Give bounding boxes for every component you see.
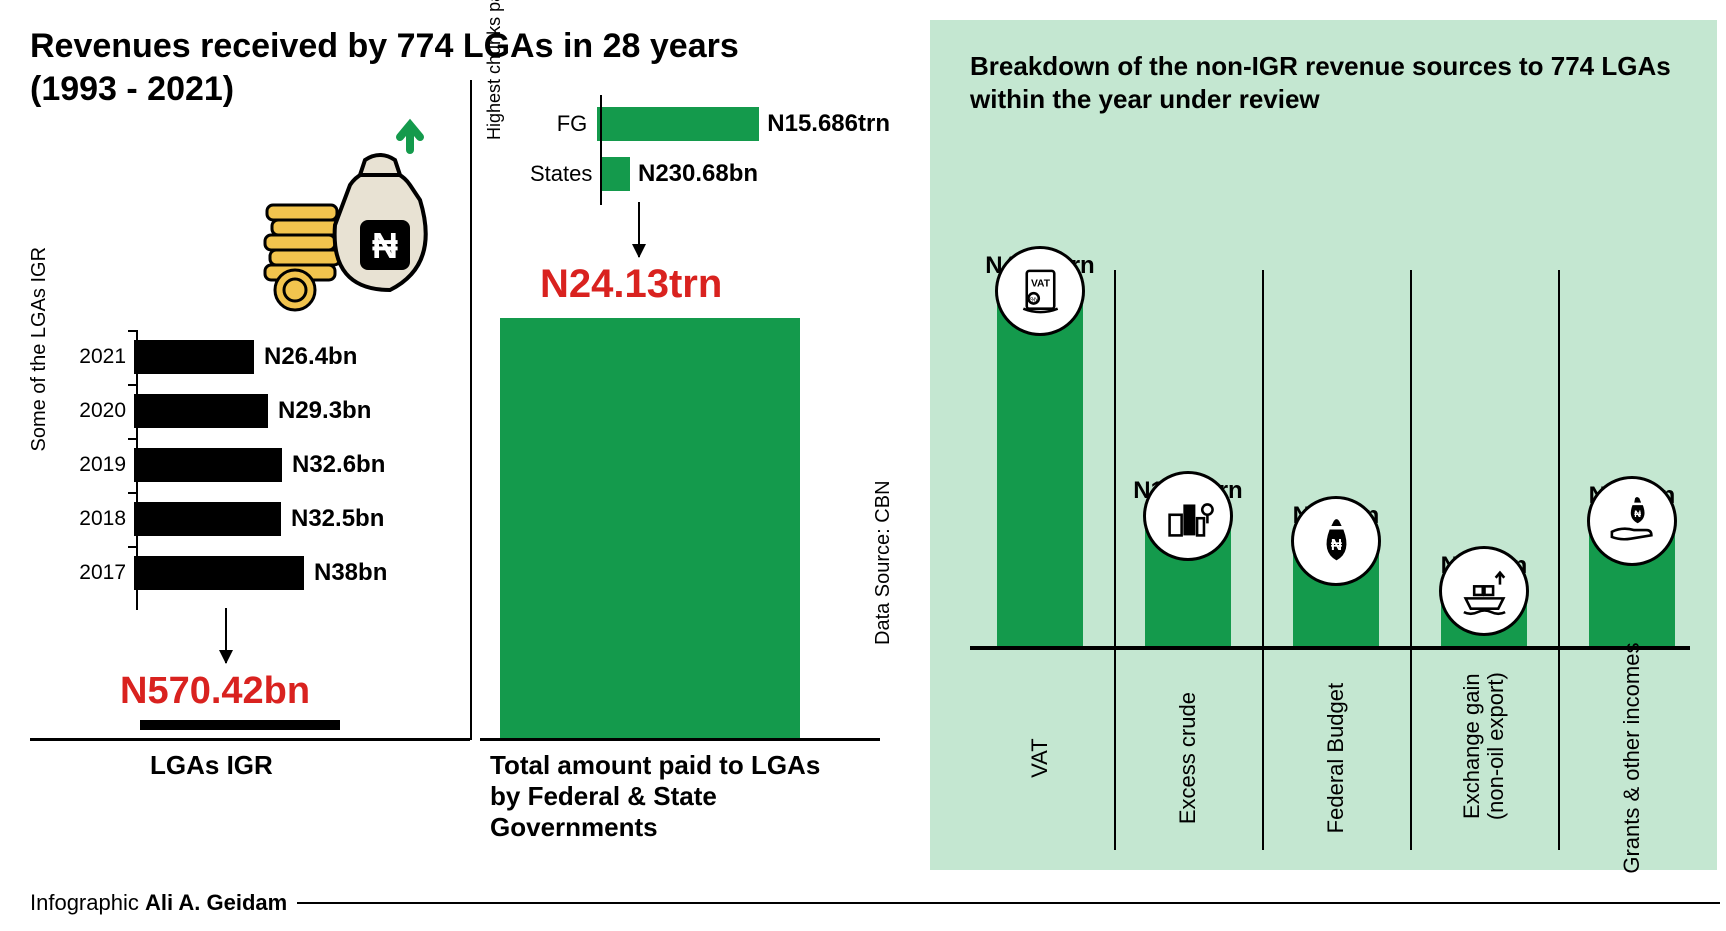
- igr-bar: [134, 502, 281, 536]
- igr-total: N570.42bn: [120, 670, 310, 713]
- money-bag-icon: ₦: [1291, 496, 1381, 586]
- igr-value: N26.4bn: [264, 343, 357, 371]
- credit-text: Infographic Ali A. Geidam: [30, 890, 287, 916]
- igr-value: N32.5bn: [291, 505, 384, 533]
- credit-line: [297, 902, 1720, 904]
- breakdown-panel: Breakdown of the non-IGR revenue sources…: [930, 20, 1717, 870]
- breakdown-title: Breakdown of the non-IGR revenue sources…: [970, 50, 1717, 115]
- arrow-down-icon: [225, 608, 227, 663]
- igr-thin-bar: [140, 720, 340, 730]
- breakdown-category: Grants & other incomes: [1620, 642, 1644, 873]
- vat-icon: VAT%: [995, 246, 1085, 336]
- igr-row: 2020 N29.3bn: [70, 384, 387, 438]
- igr-year: 2018: [70, 507, 132, 531]
- svg-text:₦: ₦: [372, 225, 398, 266]
- igr-bar: [134, 556, 304, 590]
- igr-bar: [134, 448, 282, 482]
- igr-row: 2019 N32.6bn: [70, 438, 387, 492]
- breakdown-category: Federal Budget: [1324, 683, 1348, 833]
- chunks-bar: [597, 107, 759, 141]
- baseline-right: [480, 738, 880, 741]
- title-line1: Revenues received by 774 LGAs in 28 year…: [30, 27, 739, 65]
- chunks-chart: FG N15.686trn States N230.68bn: [530, 95, 890, 199]
- breakdown-category: Excess crude: [1176, 692, 1200, 824]
- igr-year: 2017: [70, 561, 132, 585]
- chunks-value: N15.686trn: [767, 110, 890, 138]
- igr-value: N29.3bn: [278, 397, 371, 425]
- igr-row: 2018 N32.5bn: [70, 492, 387, 546]
- chunks-bar: [600, 157, 630, 191]
- chunks-row: States N230.68bn: [530, 149, 890, 199]
- chunks-value: N230.68bn: [638, 160, 758, 188]
- breakdown-separator: [1410, 270, 1412, 850]
- igr-year: 2020: [70, 399, 132, 423]
- igr-year: 2021: [70, 345, 132, 369]
- igr-value: N38bn: [314, 559, 387, 587]
- breakdown-bar: [997, 286, 1083, 646]
- igr-value: N32.6bn: [292, 451, 385, 479]
- crude-oil-icon: [1143, 471, 1233, 561]
- vertical-divider: [470, 80, 472, 740]
- ship-icon: [1439, 546, 1529, 636]
- chunks-label: FG: [530, 111, 593, 137]
- arrow-down-icon: [638, 202, 640, 257]
- breakdown-separator: [1262, 270, 1264, 850]
- money-bag-icon: ₦: [260, 115, 460, 315]
- chunks-label: States: [530, 161, 596, 187]
- total-paid-label: Total amount paid to LGAs by Federal & S…: [490, 750, 850, 844]
- igr-year: 2019: [70, 453, 132, 477]
- hand-money-icon: ₦: [1587, 476, 1677, 566]
- chunks-row: FG N15.686trn: [530, 99, 890, 149]
- svg-text:₦: ₦: [1634, 509, 1641, 520]
- title-line2: (1993 - 2021): [30, 70, 234, 108]
- baseline-left: [30, 738, 470, 741]
- breakdown-category: Exchange gain (non-oil export): [1460, 666, 1508, 826]
- igr-rows: 2021 N26.4bn 2020 N29.3bn 2019 N32.6bn 2…: [70, 330, 387, 600]
- breakdown-chart: N4.647trn VAT% VAT N1.347trn Excess crud…: [970, 150, 1690, 850]
- credit-prefix: Infographic: [30, 890, 145, 915]
- total-paid-value: N24.13trn: [540, 262, 722, 307]
- breakdown-separator: [1558, 270, 1560, 850]
- igr-bottom-label: LGAs IGR: [150, 750, 273, 781]
- igr-row: 2021 N26.4bn: [70, 330, 387, 384]
- breakdown-category: VAT: [1028, 738, 1052, 778]
- igr-bar: [134, 340, 254, 374]
- breakdown-separator: [1114, 270, 1116, 850]
- igr-bar: [134, 394, 268, 428]
- credit-name: Ali A. Geidam: [145, 890, 287, 915]
- igr-row: 2017 N38bn: [70, 546, 387, 600]
- chunks-axis-label: Highest chunks paid to LGAs: [485, 0, 505, 140]
- credit-row: Infographic Ali A. Geidam: [30, 890, 1720, 916]
- total-paid-bar: [500, 318, 800, 738]
- svg-text:₦: ₦: [1330, 537, 1341, 554]
- svg-text:%: %: [1030, 294, 1037, 303]
- igr-axis-label: Some of the LGAs IGR: [28, 247, 51, 452]
- data-source: Data Source: CBN: [872, 480, 895, 645]
- breakdown-baseline: [970, 646, 1690, 650]
- svg-text:VAT: VAT: [1030, 278, 1050, 289]
